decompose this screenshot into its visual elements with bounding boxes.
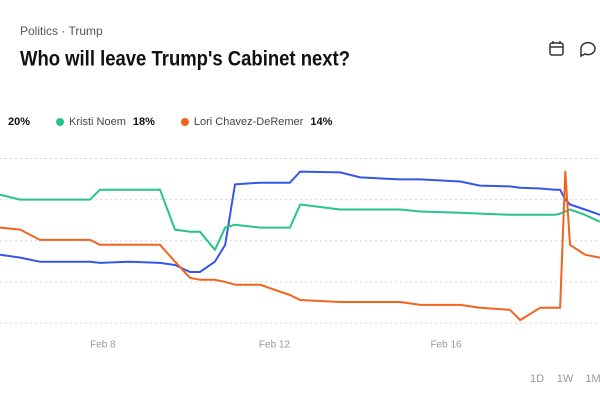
breadcrumb: Politics · Trump [20,24,103,38]
comment-icon[interactable] [580,41,596,58]
legend-name: Kristi Noem [69,116,126,128]
range-button[interactable]: 1M [585,373,600,385]
legend-dot [56,118,65,126]
x-tick-label: Feb 8 [90,340,116,351]
range-button[interactable]: 1D [530,373,544,385]
legend-value: 20% [8,116,30,128]
legend-dot [180,118,189,126]
series-line [0,188,600,251]
legend-name: Lori Chavez-DeRemer [194,116,304,128]
series-line [0,170,600,273]
calendar-icon[interactable] [549,41,564,56]
x-tick-label: Feb 12 [259,340,291,351]
legend-value: 18% [133,116,155,128]
x-tick-label: Feb 16 [430,340,462,351]
series-line [0,170,600,322]
chart-title: Who will leave Trump's Cabinet next? [20,48,350,71]
legend-value: 14% [310,116,332,128]
range-button[interactable]: 1W [557,373,574,385]
